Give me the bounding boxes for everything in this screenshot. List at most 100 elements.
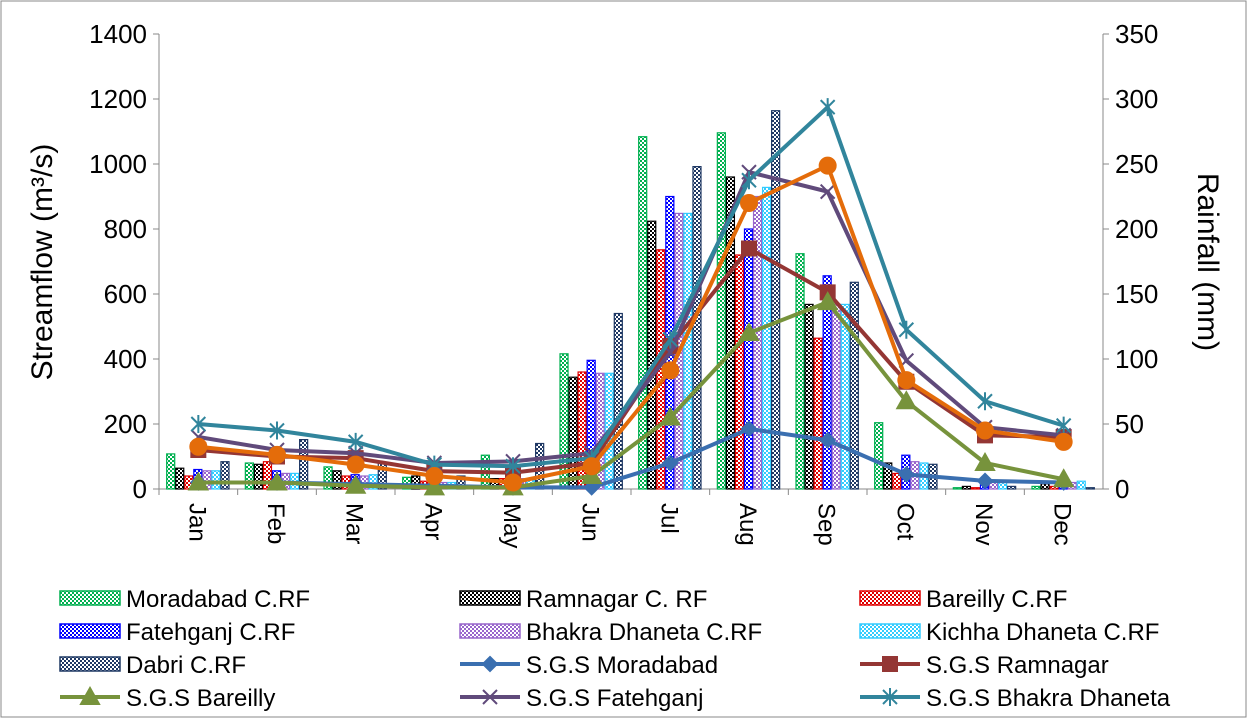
x-tick-label: Apr	[419, 503, 446, 540]
marker	[1052, 468, 1075, 488]
y2-tick-label: 300	[1115, 84, 1158, 114]
bar	[771, 110, 781, 490]
bar	[1076, 480, 1086, 490]
bar	[244, 462, 254, 490]
y-tick-label: 1000	[89, 149, 147, 179]
legend-label: Fatehganj C.RF	[126, 619, 295, 646]
bar	[638, 136, 648, 490]
legend-label: S.G.S Moradabad	[526, 652, 718, 679]
bar	[813, 337, 823, 490]
bar	[804, 303, 814, 490]
marker	[819, 98, 836, 117]
line	[198, 169, 1064, 466]
bar	[683, 212, 693, 490]
bar	[961, 485, 972, 490]
marker	[662, 330, 679, 349]
marker	[741, 240, 757, 257]
bar	[997, 481, 1008, 490]
bar	[220, 461, 230, 490]
x-tick-label: Aug	[734, 503, 761, 546]
marker	[740, 420, 758, 438]
bar	[647, 220, 657, 490]
bar	[892, 472, 902, 490]
marker	[190, 415, 207, 433]
marker	[661, 361, 680, 380]
marker	[882, 688, 898, 706]
y2-tick-label: 50	[1115, 409, 1144, 439]
x-tick-label: Dec	[1049, 503, 1076, 546]
bar	[874, 422, 884, 490]
marker	[423, 476, 446, 496]
marker	[482, 689, 498, 705]
bar	[743, 228, 754, 490]
legend-label: Moradabad C.RF	[126, 586, 310, 613]
bar	[761, 186, 772, 490]
marker	[269, 421, 285, 440]
bar	[175, 467, 185, 490]
bar	[332, 470, 342, 490]
marker	[976, 421, 994, 440]
marker	[818, 156, 837, 175]
marker	[659, 406, 682, 426]
legend-label: Bareilly C.RF	[926, 586, 1067, 613]
bar	[613, 312, 623, 490]
marker	[897, 371, 916, 390]
marker	[897, 465, 915, 483]
bar	[752, 195, 763, 490]
legend-swatch	[859, 590, 921, 606]
legend-label: S.G.S Ramnagar	[926, 652, 1109, 679]
y-tick-label: 600	[104, 279, 147, 309]
y2-tick-label: 100	[1115, 344, 1158, 374]
bar	[970, 487, 981, 490]
marker	[976, 472, 994, 490]
bar	[166, 453, 176, 490]
marker	[347, 432, 364, 451]
legend-label: Bhakra Dhaneta C.RF	[526, 619, 762, 646]
bar	[831, 303, 841, 490]
legend-swatch	[859, 623, 921, 639]
y-tick-label: 1200	[89, 84, 147, 114]
legend-label: Dabri C.RF	[126, 652, 246, 679]
bar	[692, 166, 702, 490]
legend-label: S.G.S Bhakra Dhaneta	[926, 685, 1171, 712]
y-tick-label: 1400	[89, 19, 147, 49]
marker	[738, 321, 760, 341]
marker	[481, 655, 499, 673]
line	[198, 103, 1065, 469]
y2-tick-label: 350	[1115, 19, 1158, 49]
bar	[368, 474, 378, 490]
bar	[1007, 485, 1017, 490]
x-tick-label: Feb	[262, 503, 289, 544]
legend-label: S.G.S Bareilly	[126, 685, 275, 712]
legend-swatch	[59, 623, 121, 639]
bar	[323, 466, 333, 490]
bar	[253, 463, 264, 490]
legend-swatch	[459, 623, 521, 639]
bar	[1085, 487, 1095, 490]
legend-label: Ramnagar C. RF	[526, 586, 707, 613]
line	[198, 299, 1065, 490]
x-tick-label: Mar	[341, 503, 368, 544]
marker	[816, 291, 839, 311]
x-tick-label: Oct	[891, 503, 918, 541]
legend-label: Kichha Dhaneta C.RF	[926, 619, 1159, 646]
marker	[505, 457, 521, 476]
marker	[268, 445, 286, 464]
marker	[974, 451, 996, 471]
marker	[741, 171, 757, 190]
marker	[1054, 432, 1073, 451]
bar	[822, 275, 832, 490]
bar	[883, 462, 893, 490]
bar	[1040, 483, 1050, 490]
x-tick-label: Sep	[813, 503, 840, 546]
y-tick-label: 400	[104, 344, 147, 374]
y-tick-label: 200	[104, 409, 147, 439]
bar	[734, 254, 745, 490]
marker	[187, 471, 210, 491]
y-tick-label: 0	[133, 474, 147, 504]
x-tick-label: Jul	[655, 503, 682, 534]
bar	[725, 176, 736, 490]
marker	[1055, 416, 1072, 435]
